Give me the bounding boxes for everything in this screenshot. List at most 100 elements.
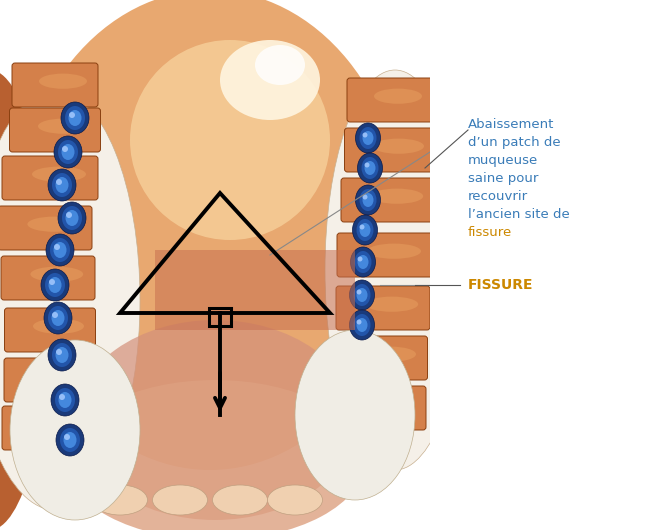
- Text: l’ancien site de: l’ancien site de: [468, 208, 574, 221]
- Ellipse shape: [49, 279, 55, 285]
- Bar: [155, 250, 355, 330]
- Text: d’un patch de: d’un patch de: [468, 136, 561, 149]
- Bar: [430, 0, 651, 530]
- Ellipse shape: [15, 0, 405, 470]
- Ellipse shape: [361, 157, 378, 179]
- Ellipse shape: [32, 368, 81, 384]
- Ellipse shape: [68, 110, 81, 126]
- Ellipse shape: [48, 169, 76, 201]
- Ellipse shape: [355, 123, 380, 153]
- Ellipse shape: [54, 244, 60, 250]
- Ellipse shape: [61, 102, 89, 134]
- Ellipse shape: [365, 163, 370, 167]
- Ellipse shape: [52, 343, 72, 367]
- Ellipse shape: [363, 131, 374, 145]
- Ellipse shape: [212, 485, 268, 515]
- Ellipse shape: [353, 314, 370, 336]
- FancyBboxPatch shape: [337, 233, 433, 277]
- FancyBboxPatch shape: [4, 358, 92, 402]
- Ellipse shape: [295, 330, 415, 500]
- Ellipse shape: [48, 306, 68, 330]
- Text: fissure: fissure: [468, 226, 512, 239]
- FancyBboxPatch shape: [2, 156, 98, 200]
- FancyBboxPatch shape: [1, 256, 95, 300]
- Ellipse shape: [357, 219, 374, 241]
- Ellipse shape: [56, 424, 84, 456]
- Ellipse shape: [359, 225, 365, 229]
- Ellipse shape: [27, 217, 80, 232]
- Text: saine pour: saine pour: [468, 172, 538, 185]
- Ellipse shape: [58, 202, 86, 234]
- Ellipse shape: [357, 257, 363, 261]
- FancyBboxPatch shape: [344, 128, 436, 172]
- Ellipse shape: [359, 189, 376, 211]
- Ellipse shape: [55, 388, 75, 412]
- Ellipse shape: [410, 40, 530, 500]
- Ellipse shape: [363, 132, 368, 137]
- Ellipse shape: [56, 179, 62, 185]
- Ellipse shape: [365, 161, 376, 175]
- Ellipse shape: [357, 288, 368, 302]
- Ellipse shape: [59, 394, 65, 400]
- Ellipse shape: [350, 310, 374, 340]
- Ellipse shape: [370, 189, 423, 204]
- FancyBboxPatch shape: [0, 206, 92, 250]
- Ellipse shape: [51, 310, 64, 326]
- Ellipse shape: [53, 242, 66, 258]
- Ellipse shape: [350, 280, 374, 310]
- Ellipse shape: [357, 320, 361, 324]
- FancyBboxPatch shape: [341, 178, 435, 222]
- Ellipse shape: [51, 384, 79, 416]
- Ellipse shape: [60, 428, 80, 452]
- Ellipse shape: [353, 284, 370, 306]
- FancyBboxPatch shape: [338, 386, 426, 430]
- Ellipse shape: [38, 119, 89, 134]
- Ellipse shape: [130, 40, 330, 240]
- Ellipse shape: [0, 90, 140, 510]
- Ellipse shape: [152, 485, 208, 515]
- Ellipse shape: [66, 210, 79, 226]
- Ellipse shape: [75, 320, 355, 520]
- Ellipse shape: [54, 136, 82, 168]
- FancyBboxPatch shape: [2, 406, 88, 450]
- Ellipse shape: [10, 340, 140, 520]
- Ellipse shape: [39, 74, 87, 89]
- FancyBboxPatch shape: [337, 336, 428, 380]
- Ellipse shape: [69, 112, 75, 118]
- Ellipse shape: [64, 432, 77, 448]
- Ellipse shape: [44, 302, 72, 334]
- Ellipse shape: [220, 40, 320, 120]
- FancyBboxPatch shape: [10, 108, 100, 152]
- Ellipse shape: [365, 347, 416, 362]
- Ellipse shape: [33, 319, 84, 334]
- Ellipse shape: [52, 312, 58, 318]
- Ellipse shape: [29, 417, 77, 432]
- Ellipse shape: [268, 485, 322, 515]
- Ellipse shape: [350, 247, 376, 277]
- Ellipse shape: [357, 153, 383, 183]
- FancyBboxPatch shape: [12, 63, 98, 107]
- Ellipse shape: [255, 45, 305, 85]
- Ellipse shape: [65, 106, 85, 130]
- Ellipse shape: [359, 127, 376, 149]
- Ellipse shape: [32, 166, 86, 182]
- Ellipse shape: [357, 255, 368, 269]
- Bar: [209, 308, 231, 326]
- Ellipse shape: [50, 238, 70, 262]
- Text: Abaissement: Abaissement: [468, 118, 555, 131]
- Ellipse shape: [363, 193, 374, 207]
- Ellipse shape: [325, 70, 465, 470]
- Ellipse shape: [52, 173, 72, 197]
- Ellipse shape: [92, 485, 148, 515]
- Ellipse shape: [357, 289, 361, 295]
- FancyBboxPatch shape: [336, 286, 430, 330]
- Ellipse shape: [367, 244, 421, 259]
- Ellipse shape: [46, 234, 74, 266]
- Text: muqueuse: muqueuse: [468, 154, 538, 167]
- Ellipse shape: [62, 206, 82, 230]
- Ellipse shape: [355, 185, 380, 215]
- Ellipse shape: [41, 269, 69, 301]
- Ellipse shape: [363, 195, 368, 199]
- Ellipse shape: [55, 347, 68, 363]
- Ellipse shape: [56, 349, 62, 355]
